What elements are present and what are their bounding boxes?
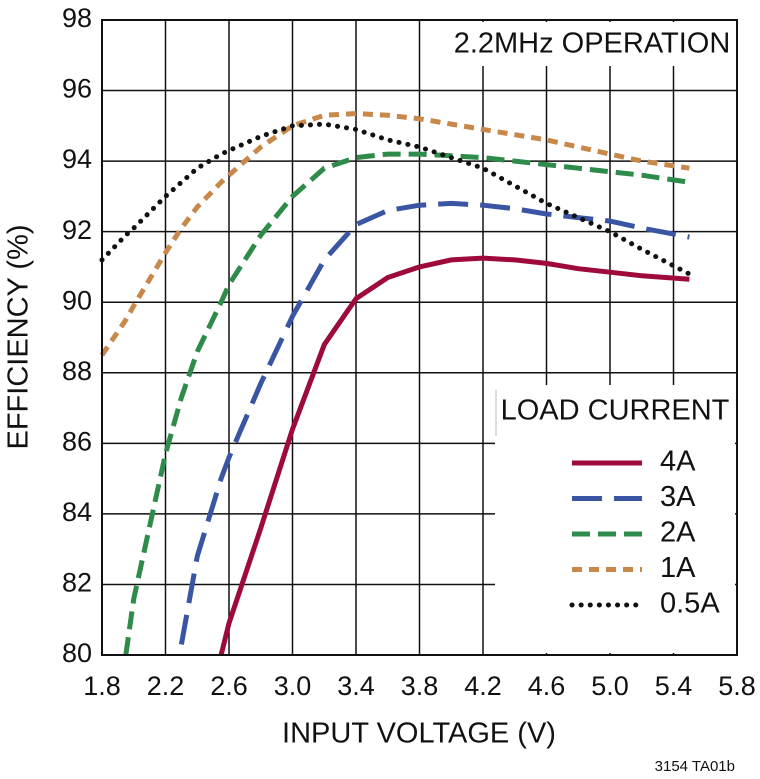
- x-tick-label: 3.4: [337, 671, 375, 701]
- legend-label: 3A: [660, 481, 696, 513]
- legend-label: 4A: [660, 446, 696, 478]
- legend-box: [495, 385, 735, 653]
- x-tick-label: 1.8: [83, 671, 121, 701]
- y-tick-label: 88: [62, 356, 92, 386]
- y-tick-label: 82: [62, 568, 92, 598]
- x-tick-label: 5.8: [718, 671, 756, 701]
- y-tick-label: 86: [62, 426, 92, 456]
- legend-label: 0.5A: [660, 588, 720, 620]
- x-tick-label: 4.6: [528, 671, 566, 701]
- plot-lines: [99, 110, 692, 656]
- annotation-box: [447, 22, 735, 66]
- series-line: [123, 151, 690, 656]
- y-tick-label: 80: [62, 638, 92, 668]
- legend-label: 1A: [660, 552, 696, 584]
- x-tick-label: 3.8: [401, 671, 439, 701]
- x-tick-label: 5.0: [591, 671, 629, 701]
- footnote: 3154 TA01b: [655, 758, 735, 775]
- y-axis-label: EFFICIENCY (%): [3, 224, 35, 449]
- y-tick-label: 84: [62, 497, 92, 527]
- y-tick-label: 98: [62, 3, 92, 33]
- x-tick-label: 4.2: [464, 671, 502, 701]
- y-tick-label: 92: [62, 215, 92, 245]
- x-tick-label: 3.0: [274, 671, 312, 701]
- series-line: [99, 110, 690, 357]
- annotation: 2.2MHz OPERATION: [454, 28, 731, 60]
- series-line: [99, 121, 692, 277]
- x-axis-label: INPUT VOLTAGE (V): [282, 718, 556, 750]
- y-tick-label: 90: [62, 285, 92, 315]
- x-tick-label: 2.2: [147, 671, 185, 701]
- legend-title: LOAD CURRENT: [501, 395, 730, 427]
- series-line: [218, 255, 690, 656]
- y-tick-label: 96: [62, 74, 92, 104]
- y-tick-label: 94: [62, 144, 92, 174]
- legend-label: 2A: [660, 517, 696, 549]
- x-tick-label: 2.6: [210, 671, 248, 701]
- plot-frame: [101, 19, 738, 656]
- x-tick-label: 5.4: [655, 671, 693, 701]
